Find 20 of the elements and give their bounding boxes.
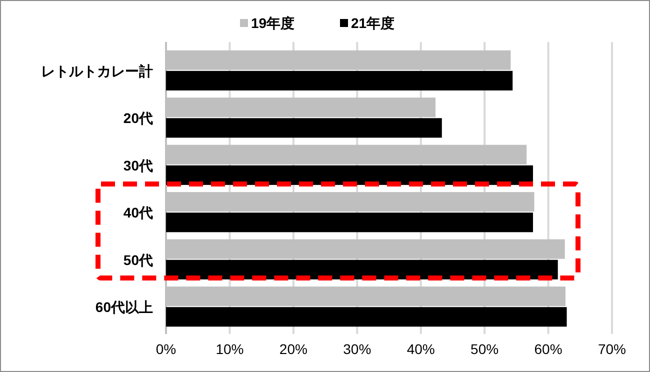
legend-label: 21年度	[351, 15, 395, 31]
bar	[166, 212, 533, 232]
x-tick-label: 20%	[279, 341, 308, 357]
y-tick-label: 20代	[123, 110, 153, 126]
bar	[166, 70, 513, 90]
y-tick-label: 50代	[123, 252, 153, 268]
y-tick-label: 60代以上	[95, 299, 153, 316]
y-tick-label: 40代	[123, 204, 153, 221]
y-tick-label: レトルトカレー計	[41, 62, 153, 79]
x-tick-label: 60%	[534, 341, 562, 357]
x-tick-label: 0%	[156, 341, 176, 357]
x-tick-label: 30%	[343, 341, 372, 357]
x-tick-label: 40%	[406, 341, 435, 357]
bar	[166, 307, 567, 327]
x-tick-label: 10%	[216, 341, 244, 357]
y-tick-label: 30代	[123, 157, 153, 174]
x-tick-label: 70%	[598, 341, 626, 357]
legend-label: 19年度	[251, 15, 295, 31]
x-tick-label: 50%	[470, 341, 499, 357]
bar	[166, 118, 442, 138]
